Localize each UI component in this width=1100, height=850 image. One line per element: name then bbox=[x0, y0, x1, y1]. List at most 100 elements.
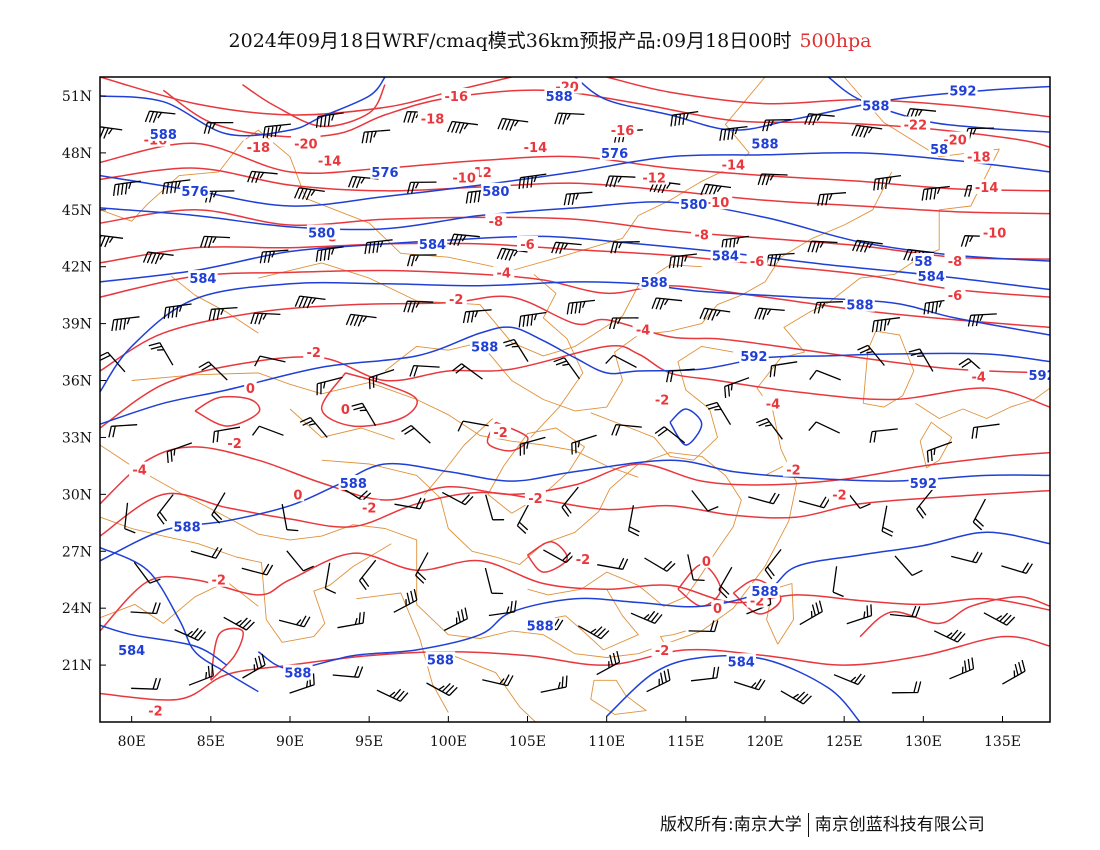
height-label: 580 bbox=[308, 227, 335, 242]
wind-barb bbox=[644, 557, 676, 572]
wind-barb bbox=[705, 401, 732, 426]
wind-barb bbox=[130, 602, 161, 615]
pressure-level: 500hpa bbox=[799, 30, 872, 52]
temperature-label-bg bbox=[520, 139, 551, 155]
wind-barb bbox=[166, 442, 193, 464]
height-label-bg bbox=[639, 273, 669, 289]
wind-barb bbox=[804, 113, 835, 126]
chart-title: 2024年09月18日WRF/cmaq模式36km预报产品:09月18日00时 5… bbox=[0, 26, 1100, 53]
temperature-label: -4 bbox=[132, 464, 146, 479]
temperature-label-bg bbox=[783, 461, 804, 477]
height-label-bg bbox=[916, 268, 946, 284]
height-label: 584 bbox=[189, 272, 216, 287]
wind-barb bbox=[754, 307, 785, 320]
temperature-isotherm bbox=[100, 345, 1050, 429]
wind-barb bbox=[894, 555, 923, 576]
wind-barb bbox=[908, 348, 934, 372]
wind-barb bbox=[449, 233, 480, 246]
wind-barb bbox=[406, 254, 437, 267]
wind-barb bbox=[174, 627, 207, 641]
temperature-isotherm bbox=[486, 421, 529, 452]
wind-barb bbox=[921, 185, 950, 201]
border-line bbox=[919, 421, 953, 469]
contour-labels: -16-20-18-14-12-10-16-18-20-16-14-14-12-… bbox=[116, 78, 1050, 720]
wind-barb bbox=[364, 239, 393, 255]
wind-barb bbox=[627, 505, 640, 537]
height-label-bg bbox=[928, 141, 950, 157]
wind-barb bbox=[605, 354, 637, 368]
temperature-label: -14 bbox=[318, 154, 342, 169]
height-label-bg bbox=[470, 338, 500, 354]
temperature-label: -4 bbox=[972, 371, 986, 386]
wind-barb bbox=[608, 317, 639, 330]
border-line bbox=[356, 592, 449, 713]
height-label-bg bbox=[750, 135, 780, 151]
temperature-isotherm bbox=[100, 269, 1050, 329]
temperature-label-bg bbox=[144, 702, 166, 718]
wind-barb bbox=[949, 657, 975, 680]
height-label: 588 bbox=[751, 137, 778, 152]
wind-barb bbox=[764, 548, 782, 580]
temperature-label-bg bbox=[651, 391, 673, 407]
wind-barb bbox=[665, 368, 695, 383]
border-line bbox=[321, 452, 742, 607]
height-label-bg bbox=[948, 82, 978, 98]
temperature-label: -8 bbox=[489, 215, 503, 230]
temperature-label-bg bbox=[979, 224, 1010, 240]
temperature-label: -6 bbox=[948, 289, 962, 304]
lon-tick-label: 80E bbox=[118, 734, 146, 750]
border-line bbox=[530, 273, 584, 438]
wind-barbs bbox=[100, 108, 1033, 705]
wind-barb bbox=[347, 175, 379, 189]
wind-barb bbox=[873, 174, 902, 191]
temperature-isotherm bbox=[210, 627, 244, 681]
wind-barb bbox=[611, 423, 642, 436]
wind-barb bbox=[846, 604, 873, 625]
wind-barb bbox=[971, 423, 1000, 439]
temperature-isotherm bbox=[606, 77, 1050, 118]
longitude-axis: 80E 85E 90E 95E 100E 105E 110E 115E 120E 125E 130E… bbox=[118, 716, 1021, 750]
wind-barb bbox=[278, 615, 311, 628]
border-line bbox=[590, 345, 734, 461]
wind-barb bbox=[757, 173, 788, 186]
wind-barb bbox=[443, 607, 469, 632]
wind-barb bbox=[482, 674, 514, 687]
wind-barb bbox=[497, 117, 529, 131]
wind-barb bbox=[960, 235, 991, 247]
border-line bbox=[131, 372, 639, 478]
border-line bbox=[544, 588, 639, 651]
wind-barb bbox=[518, 311, 547, 328]
height-label-bg bbox=[306, 224, 337, 240]
wind-barb bbox=[780, 690, 812, 705]
temperature-isotherm bbox=[194, 395, 261, 427]
wind-barb bbox=[259, 249, 289, 264]
wind-barb bbox=[100, 234, 124, 248]
lat-tick-label: 42N bbox=[62, 260, 92, 276]
temperature-label-bg bbox=[944, 287, 966, 303]
wind-barb bbox=[368, 368, 395, 390]
height-label-bg bbox=[481, 182, 511, 198]
lat-tick-label: 21N bbox=[62, 658, 92, 674]
wind-barb bbox=[447, 120, 478, 134]
temperature-label: 0 bbox=[293, 488, 302, 503]
temperature-label: -2 bbox=[227, 437, 241, 452]
wind-barb bbox=[148, 342, 174, 366]
height-label: 58 bbox=[914, 255, 932, 270]
height-label-bg bbox=[148, 125, 179, 141]
wind-barb bbox=[518, 173, 547, 190]
wind-barb bbox=[809, 369, 841, 381]
temperature-label-bg bbox=[445, 290, 467, 306]
wind-barb bbox=[212, 426, 241, 443]
temperature-label-bg bbox=[702, 194, 733, 210]
temperature-label-bg bbox=[524, 490, 546, 506]
temperature-label-bg bbox=[224, 435, 246, 451]
wind-barb bbox=[687, 554, 705, 582]
temperature-label: 0 bbox=[713, 602, 722, 617]
temperature-label: -10 bbox=[452, 172, 476, 187]
wind-barb bbox=[1002, 659, 1026, 685]
wind-barb bbox=[286, 550, 314, 572]
lon-tick-label: 95E bbox=[355, 734, 383, 750]
wind-barb bbox=[142, 251, 174, 265]
wind-barb bbox=[199, 235, 231, 248]
height-label: 584 bbox=[918, 270, 945, 285]
